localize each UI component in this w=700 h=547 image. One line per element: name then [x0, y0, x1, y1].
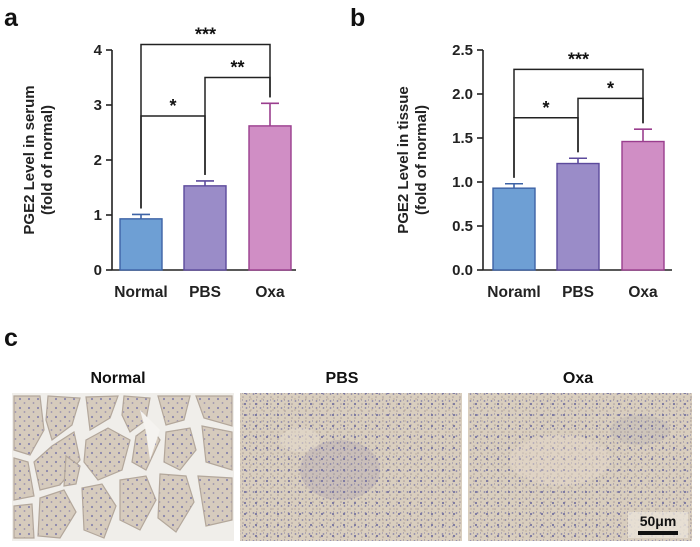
bar-pbs [183, 185, 227, 271]
scale-bar [638, 531, 678, 535]
category-label: PBS [189, 284, 221, 301]
micrograph-oxa: 50μm [468, 393, 692, 541]
y-tick-label: 1.0 [452, 174, 473, 191]
y-axis-label-unit: (fold of normal) [39, 105, 56, 215]
y-axis-label-unit: (fold of normal) [413, 105, 430, 215]
y-tick-label: 0 [94, 262, 102, 279]
significance-label: * [169, 96, 176, 116]
y-axis-label: PGE2 Level in serum [21, 85, 38, 234]
significance-label: * [607, 78, 614, 98]
panel-letter-c: c [4, 324, 18, 352]
micrograph-title-oxa: Oxa [563, 370, 593, 387]
category-label: Noraml [487, 284, 540, 301]
micrograph-normal [12, 393, 234, 541]
category-label: Normal [114, 284, 167, 301]
y-tick-label: 2.5 [452, 42, 473, 59]
bar-normal [119, 218, 163, 271]
significance-label: *** [195, 25, 216, 45]
scale-bar-label: 50μm [640, 513, 677, 529]
y-axis-label: PGE2 Level in tissue [395, 86, 412, 234]
chart-a: 0 1 2 3 4 PGE2 Level in serum (fold of normal)… [21, 25, 296, 301]
category-label: PBS [562, 284, 594, 301]
micrograph-title-pbs: PBS [326, 370, 359, 387]
significance-bracket [140, 115, 206, 209]
micrograph-title-normal: Normal [90, 370, 145, 387]
bar-oxa [248, 125, 292, 271]
y-tick-label: 1.5 [452, 130, 473, 147]
bar-oxa [621, 140, 665, 271]
y-tick-label: 0.5 [452, 218, 473, 235]
panel-letter-a: a [4, 4, 19, 32]
y-tick-label: 2.0 [452, 86, 473, 103]
y-tick-label: 2 [94, 152, 102, 169]
panel-letter-b: b [350, 4, 365, 32]
bar-noraml [492, 187, 536, 271]
category-label: Oxa [628, 284, 658, 301]
micrograph-pbs [240, 393, 462, 541]
y-tick-label: 4 [94, 42, 103, 59]
significance-label: * [542, 98, 549, 118]
significance-label: ** [230, 58, 244, 78]
bar-pbs [556, 162, 600, 271]
category-label: Oxa [255, 284, 285, 301]
significance-label: *** [568, 49, 589, 69]
y-tick-label: 0.0 [452, 262, 473, 279]
significance-bracket [513, 117, 579, 178]
chart-b: 0.0 0.5 1.0 1.5 2.0 2.5 PGE2 Level in tissue (f… [395, 42, 672, 301]
y-tick-label: 1 [94, 207, 102, 224]
y-tick-label: 3 [94, 97, 102, 114]
